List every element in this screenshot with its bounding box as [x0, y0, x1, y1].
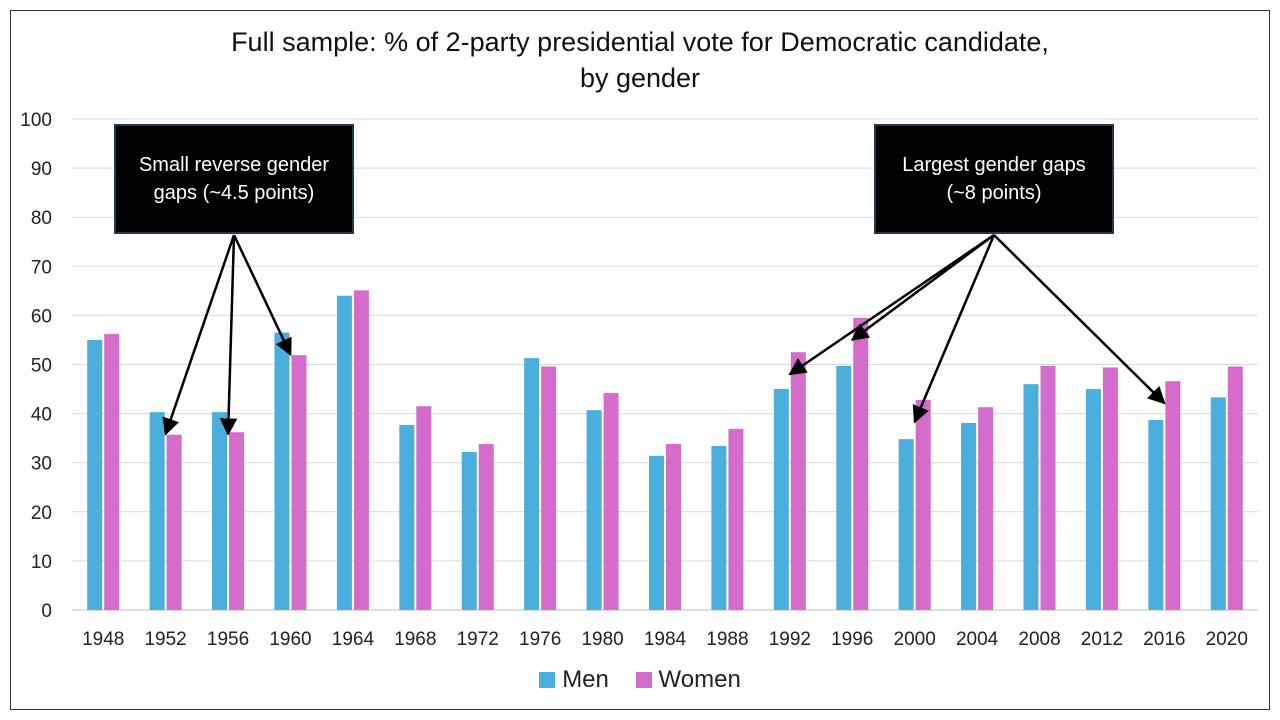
- bar-women-1964: [353, 290, 369, 610]
- bar-men-1996: [836, 365, 852, 610]
- legend: Men Women: [0, 666, 1280, 695]
- bar-women-2004: [978, 407, 994, 610]
- bar-men-1960: [274, 332, 290, 610]
- bar-women-1984: [666, 444, 681, 610]
- legend-item-women: Women: [635, 666, 741, 694]
- x-tick-label: 2012: [1081, 629, 1123, 650]
- bar-men-1948: [87, 339, 103, 610]
- x-tick-label: 1952: [144, 629, 186, 650]
- callout-arrow-1992: [788, 233, 995, 376]
- callout-arrow-1952: [162, 234, 236, 436]
- bar-men-2004: [961, 422, 977, 610]
- bar-women-2008: [1040, 365, 1056, 610]
- callout-left-line-2: gaps (~4.5 points): [153, 182, 315, 204]
- x-tick-label: 1980: [581, 629, 623, 650]
- bar-men-1988: [711, 446, 727, 610]
- y-tick-label: 90: [31, 159, 52, 180]
- chart-title-line-1: Full sample: % of 2-party presidential v…: [231, 27, 1049, 57]
- y-tick-label: 0: [41, 601, 52, 622]
- bar-women-2020: [1227, 366, 1243, 610]
- bar-men-2016: [1148, 419, 1164, 610]
- bars: [87, 290, 1243, 610]
- bar-women-2000: [915, 399, 931, 610]
- bar-women-1992: [790, 352, 806, 610]
- y-tick-label: 100: [20, 110, 52, 131]
- y-tick-label: 80: [31, 208, 52, 229]
- callout-right-line-1: Largest gender gaps: [902, 154, 1086, 176]
- bar-women-1968: [416, 406, 432, 610]
- x-tick-label: 1960: [269, 629, 311, 650]
- legend-swatch-women: [635, 672, 652, 688]
- x-tick-label: 1956: [207, 629, 249, 650]
- bar-men-1968: [399, 424, 415, 610]
- x-tick-label: 1992: [769, 629, 811, 650]
- callout-arrow-2016: [993, 234, 1166, 405]
- x-tick-label: 1964: [332, 629, 375, 650]
- bar-women-1948: [104, 334, 120, 610]
- bar-women-2016: [1165, 381, 1181, 610]
- callout-arrow-1996: [850, 233, 995, 341]
- y-tick-label: 60: [31, 306, 52, 327]
- bar-men-1952: [149, 412, 165, 610]
- y-tick-label: 50: [31, 356, 52, 377]
- bar-men-1984: [649, 455, 664, 610]
- x-tick-label: 1968: [394, 629, 436, 650]
- y-tick-label: 20: [31, 503, 52, 524]
- y-tick-label: 40: [31, 405, 52, 426]
- bar-men-1976: [524, 358, 540, 610]
- bar-men-1972: [461, 451, 477, 610]
- x-tick-label: 1976: [519, 629, 561, 650]
- y-tick-label: 10: [31, 552, 52, 573]
- legend-label-women: Women: [658, 666, 741, 693]
- bar-women-1988: [728, 428, 744, 610]
- bar-men-2008: [1023, 384, 1039, 610]
- bar-women-1980: [603, 392, 619, 610]
- x-tick-label: 2004: [956, 629, 999, 650]
- callout-left-line-1: Small reverse gender: [138, 154, 330, 176]
- x-tick-label: 1948: [82, 629, 124, 650]
- bar-men-1980: [586, 410, 602, 610]
- bar-men-2000: [898, 439, 914, 610]
- callout-right-line-2: (~8 points): [946, 182, 1042, 204]
- callout-arrows: [162, 233, 1166, 436]
- x-tick-label: 2000: [894, 629, 936, 650]
- x-tick-label: 1988: [706, 629, 748, 650]
- legend-label-men: Men: [562, 666, 609, 693]
- callout-arrow-1956: [219, 234, 238, 436]
- bar-men-1992: [773, 389, 789, 610]
- x-tick-label: 2020: [1206, 629, 1248, 650]
- y-tick-label: 30: [31, 454, 52, 475]
- bar-women-1972: [478, 444, 494, 610]
- bar-women-1960: [291, 355, 307, 610]
- x-axis: 1948 1952 1956 1960 1964 1968 1972 1976 1980 1984…: [82, 629, 1248, 650]
- chart-title: Full sample: % of 2-party presidential v…: [0, 24, 1280, 96]
- y-tick-label: 70: [31, 257, 52, 278]
- y-axis: 0 10 20 30 40 50 60 70 80 90 100: [20, 110, 52, 622]
- bar-women-1956: [229, 432, 245, 610]
- legend-swatch-men: [539, 672, 556, 688]
- x-tick-label: 1996: [831, 629, 873, 650]
- callout-small-reverse-gaps: Small reverse gender gaps (~4.5 points): [114, 124, 354, 234]
- callout-arrow-2000: [912, 234, 996, 424]
- callout-arrow-1960: [232, 234, 292, 357]
- bar-men-2020: [1210, 397, 1226, 610]
- legend-item-men: Men: [539, 666, 609, 694]
- callout-largest-gaps: Largest gender gaps (~8 points): [874, 124, 1114, 234]
- bar-men-2012: [1085, 389, 1101, 610]
- bar-men-1956: [212, 412, 228, 610]
- x-tick-label: 2016: [1143, 629, 1185, 650]
- chart-title-line-2: by gender: [579, 63, 701, 93]
- bar-women-1976: [541, 366, 557, 610]
- bar-women-1996: [853, 317, 869, 610]
- bar-women-1952: [166, 434, 182, 610]
- x-tick-label: 1984: [644, 629, 687, 650]
- x-tick-label: 2008: [1018, 629, 1060, 650]
- x-tick-label: 1972: [457, 629, 499, 650]
- bar-men-1964: [336, 295, 352, 610]
- bar-women-2012: [1102, 367, 1118, 610]
